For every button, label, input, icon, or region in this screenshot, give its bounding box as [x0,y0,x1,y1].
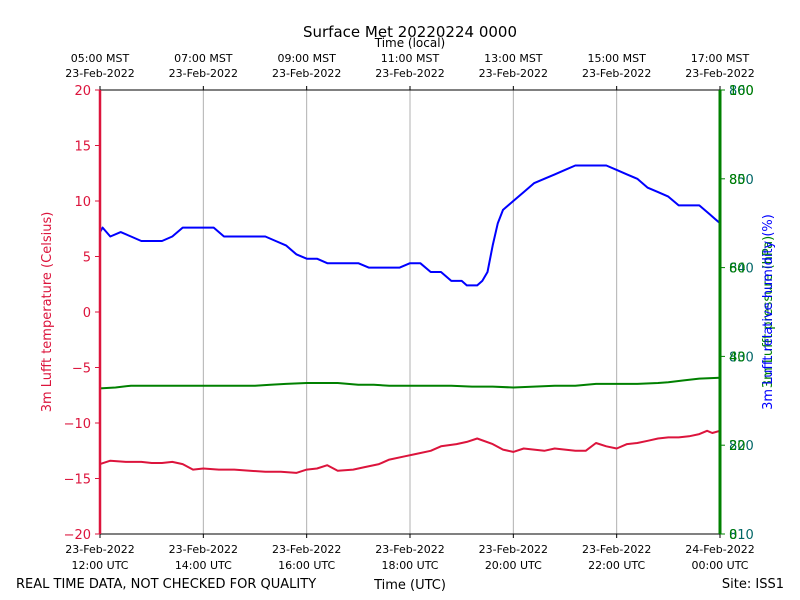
left-tick-label: −10 [64,417,91,432]
left-tick-label: 0 [83,306,91,321]
top-tick-time: 09:00 MST [277,52,336,65]
data-series [99,164,721,474]
grid-lines [202,90,618,534]
bottom-axis-ticks: 23-Feb-2022 12:00 UTC 23-Feb-2022 14:00 UTC… [65,534,755,572]
right-tick-label-pressure: 810 [729,528,754,543]
right-tick-label-pressure: 820 [729,439,754,454]
bottom-tick-time: 12:00 UTC [71,559,128,572]
top-axis-label: Time (local) [374,36,446,50]
bottom-tick-time: 22:00 UTC [588,559,645,572]
top-tick-time: 05:00 MST [71,52,130,65]
left-axis-ticks: −20 −15 −10 −5 0 5 10 15 20 [64,84,100,543]
chart-title: Surface Met 20220224 0000 [303,23,517,41]
right-axis-ticks: 810 820 830 840 850 860 0 20 40 60 80 100 [720,84,754,543]
top-tick-time: 17:00 MST [691,52,750,65]
bottom-tick-date: 24-Feb-2022 [685,543,754,556]
top-tick-time: 07:00 MST [174,52,233,65]
top-tick-time: 11:00 MST [381,52,440,65]
top-axis-ticks: 05:00 MST 23-Feb-2022 07:00 MST 23-Feb-2022… [65,52,755,90]
top-tick-date: 23-Feb-2022 [375,67,444,80]
right-axis-label-humidity: 3m Lufft relative humidity (%) [761,214,776,410]
top-tick-date: 23-Feb-2022 [65,67,134,80]
series-line-left [99,429,721,474]
right-tick-label-humidity: 60 [729,262,746,277]
top-tick-date: 23-Feb-2022 [479,67,548,80]
site-label: Site: ISS1 [722,577,784,592]
series-line-humidity [99,164,721,287]
top-tick-time: 13:00 MST [484,52,543,65]
right-tick-label-pressure: 850 [729,173,754,188]
left-axis-label: 3m Lufft temperature (Celsius) [40,212,55,413]
right-tick-label-humidity: 100 [729,84,754,99]
top-tick-date: 23-Feb-2022 [685,67,754,80]
right-tick-label-humidity: 0 [729,528,737,543]
left-tick-label: −5 [72,362,91,377]
bottom-tick-time: 00:00 UTC [691,559,748,572]
bottom-tick-date: 23-Feb-2022 [272,543,341,556]
right-tick-label-humidity: 40 [729,350,746,365]
left-tick-label: −20 [64,528,91,543]
bottom-tick-time: 20:00 UTC [485,559,542,572]
bottom-tick-date: 23-Feb-2022 [479,543,548,556]
bottom-tick-date: 23-Feb-2022 [375,543,444,556]
right-tick-label-humidity: 20 [729,439,746,454]
bottom-tick-time: 16:00 UTC [278,559,335,572]
top-tick-date: 23-Feb-2022 [169,67,238,80]
left-tick-label: 5 [83,251,91,266]
bottom-axis-label: Time (UTC) [373,578,446,593]
bottom-tick-time: 18:00 UTC [381,559,438,572]
right-tick-label-pressure: 840 [729,262,754,277]
right-tick-label-pressure: 860 [729,84,754,99]
top-tick-time: 15:00 MST [587,52,646,65]
right-axis-label-pressure: 3m Lufft pressure (hPa) [761,236,776,388]
bottom-tick-date: 23-Feb-2022 [169,543,238,556]
quality-note: REAL TIME DATA, NOT CHECKED FOR QUALITY [16,577,316,592]
left-tick-label: 15 [74,140,91,155]
series-line-pressure [99,376,721,390]
right-tick-label-pressure: 830 [729,350,754,365]
bottom-tick-date: 23-Feb-2022 [65,543,134,556]
left-tick-label: 10 [74,195,91,210]
left-tick-label: −15 [64,473,91,488]
right-tick-label-humidity: 80 [729,173,746,188]
top-tick-date: 23-Feb-2022 [582,67,651,80]
bottom-tick-date: 23-Feb-2022 [582,543,651,556]
bottom-tick-time: 14:00 UTC [175,559,232,572]
top-tick-date: 23-Feb-2022 [272,67,341,80]
left-tick-label: 20 [74,84,91,99]
